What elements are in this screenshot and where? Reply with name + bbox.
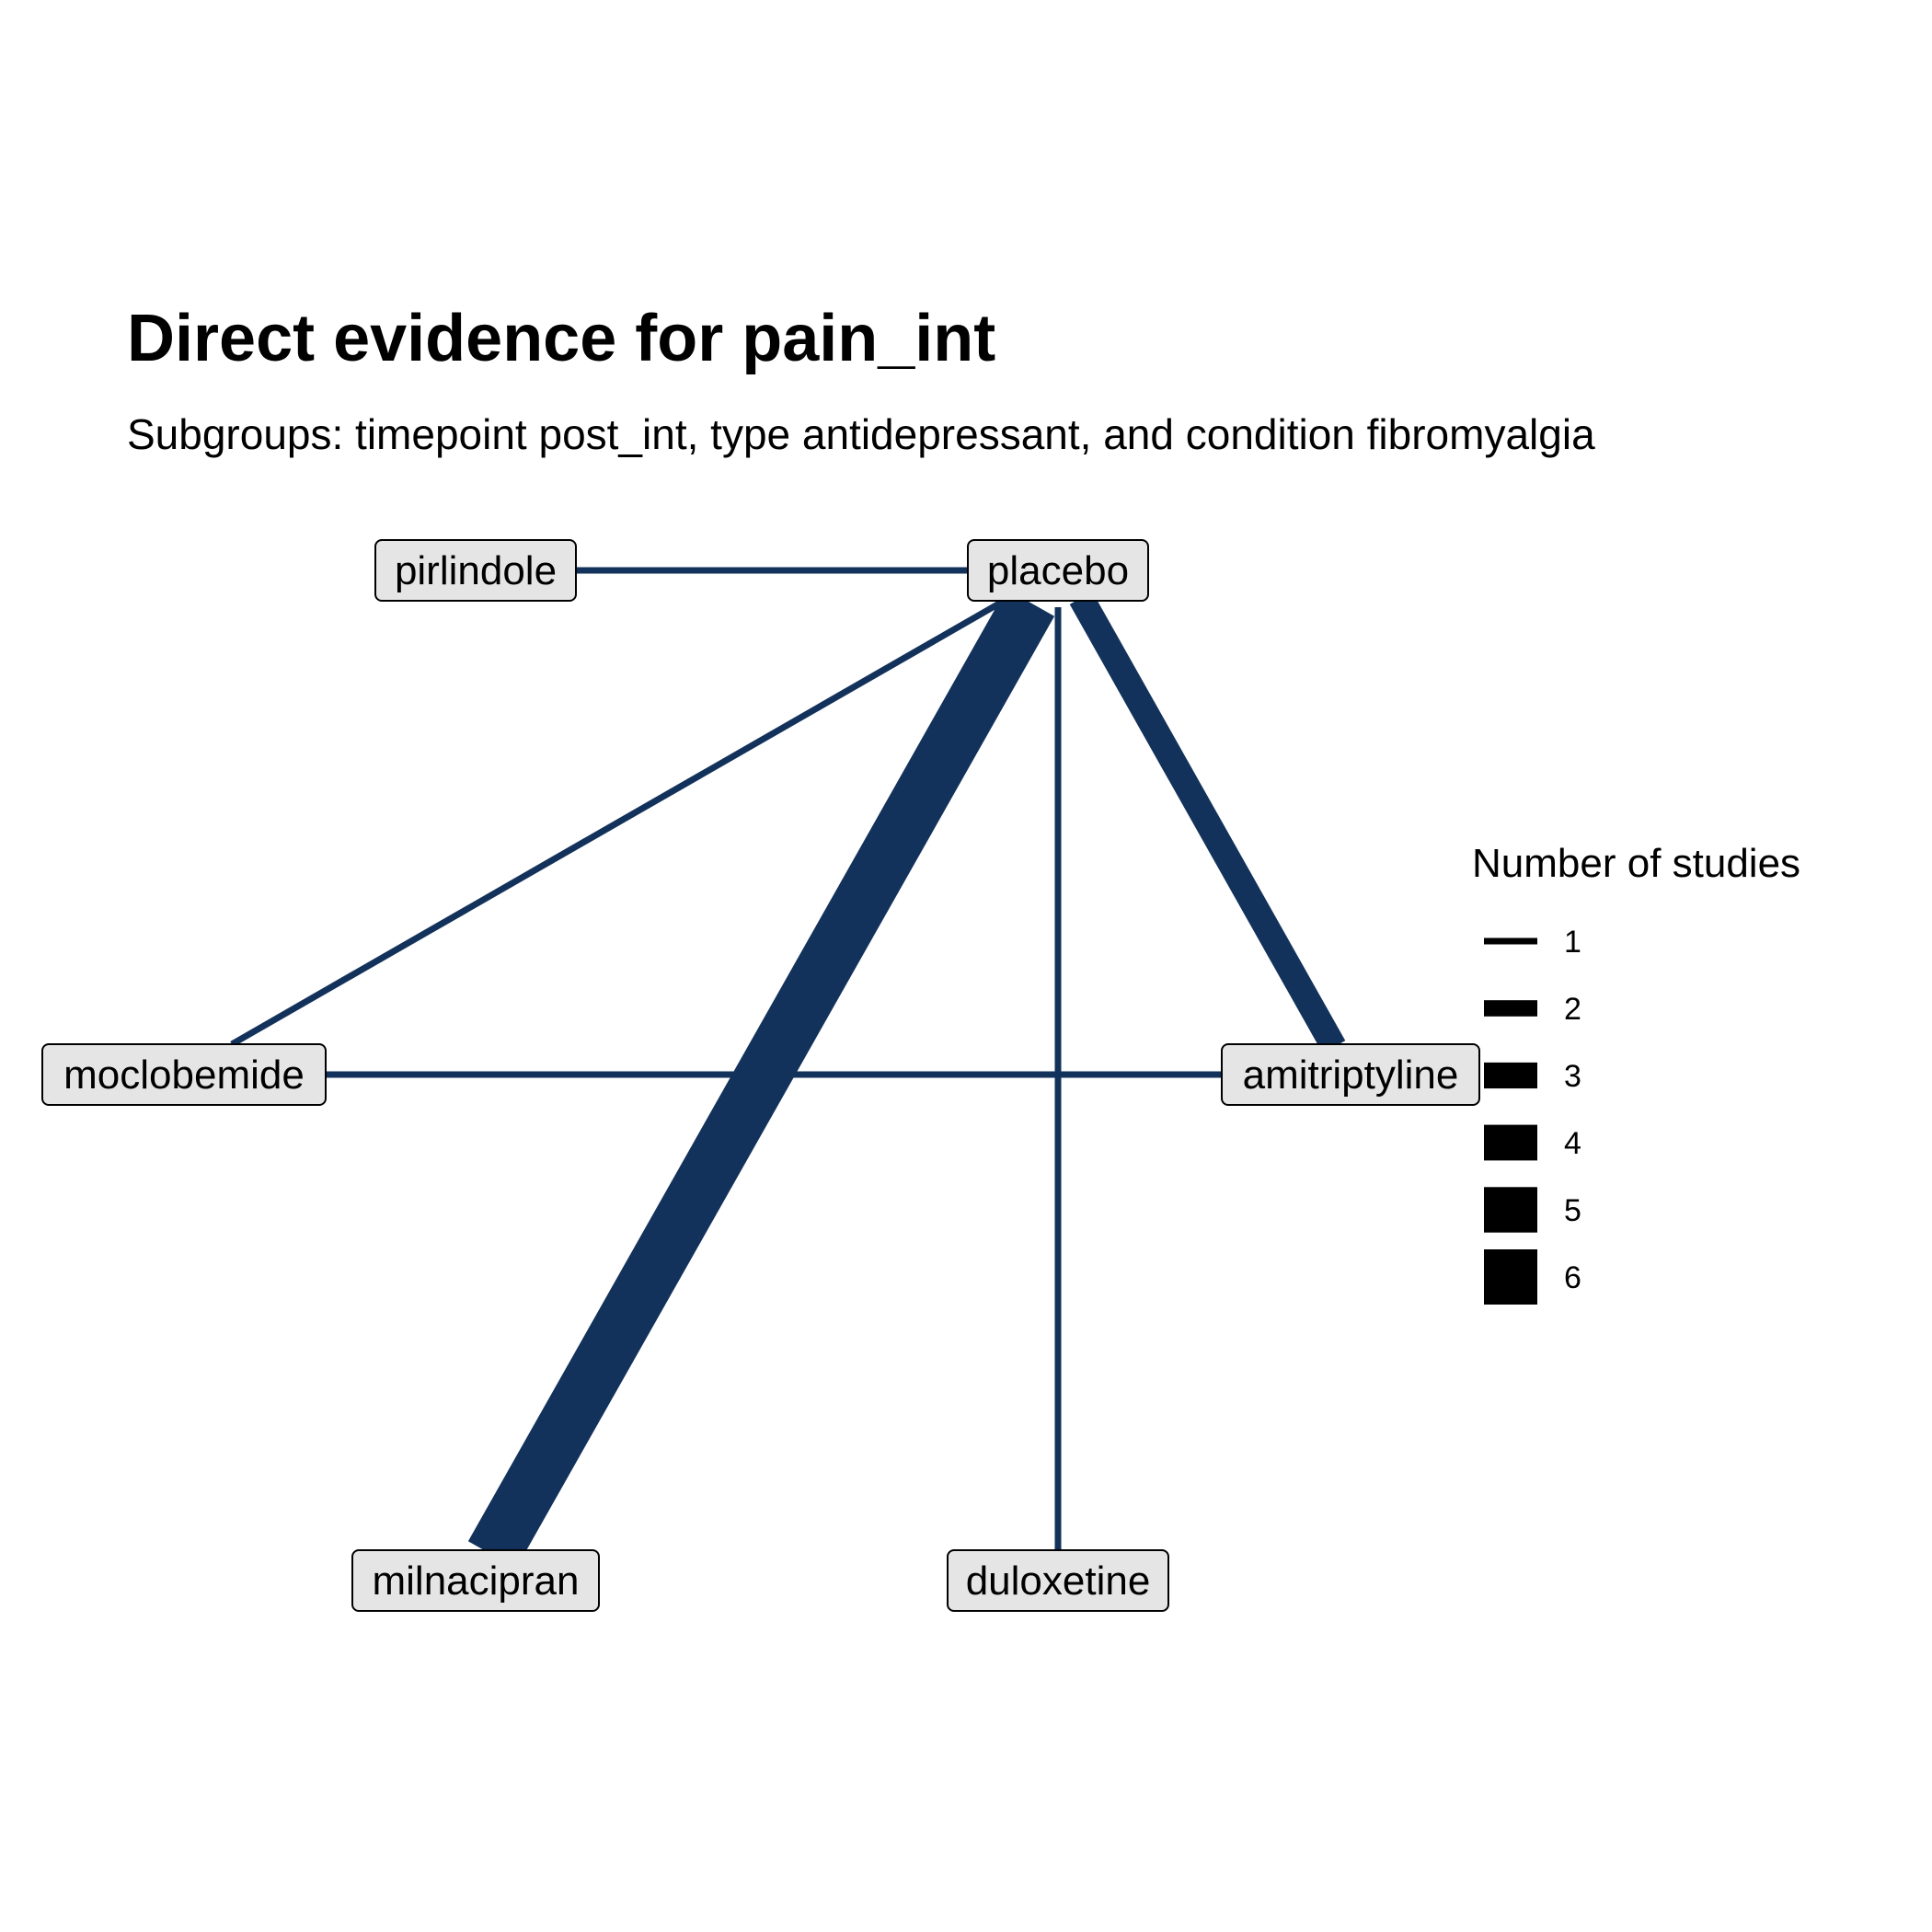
legend-label-5: 5 <box>1564 1193 1581 1228</box>
legend-label-2: 2 <box>1564 992 1581 1027</box>
diagram-title: Direct evidence for pain_int <box>127 302 995 375</box>
legend-key-3 <box>1484 1062 1537 1089</box>
legend-key-2 <box>1484 1000 1537 1017</box>
node-label-milnacipran: milnacipran <box>373 1558 580 1604</box>
node-box-moclobemide <box>41 1043 327 1106</box>
node-label-duloxetine: duloxetine <box>966 1558 1151 1604</box>
node-box-placebo <box>967 539 1149 602</box>
legend-label-4: 4 <box>1564 1126 1581 1161</box>
diagram-subtitle: Subgroups: timepoint post_int, type anti… <box>127 410 1595 458</box>
legend-key-5 <box>1484 1187 1537 1233</box>
node-box-duloxetine <box>947 1549 1169 1612</box>
legend-items: 1 2 3 4 5 6 <box>1484 925 1581 1305</box>
legend-title: Number of studies <box>1472 841 1800 886</box>
edge-moclobemide-placebo <box>230 592 1014 1048</box>
edge-milnacipran-placebo <box>467 589 1055 1569</box>
legend-label-6: 6 <box>1564 1260 1581 1295</box>
legend-key-4 <box>1484 1124 1537 1161</box>
nodes-layer: pirlindole placebo moclobemide amitriptylin… <box>41 539 1480 1612</box>
node-box-pirlindole <box>374 539 577 602</box>
legend: Number of studies 1 2 3 4 5 6 <box>1472 841 1800 1305</box>
node-label-moclobemide: moclobemide <box>63 1052 305 1098</box>
node-amitriptyline: amitriptyline <box>1221 1043 1480 1106</box>
node-duloxetine: duloxetine <box>947 1549 1169 1612</box>
edge-amitriptyline-placebo <box>1069 592 1346 1053</box>
node-moclobemide: moclobemide <box>41 1043 327 1106</box>
legend-key-6 <box>1484 1249 1537 1305</box>
node-label-placebo: placebo <box>987 548 1129 593</box>
edges-layer <box>230 567 1346 1569</box>
node-box-amitriptyline <box>1221 1043 1480 1106</box>
node-label-pirlindole: pirlindole <box>395 548 557 593</box>
node-placebo: placebo <box>967 539 1149 602</box>
node-milnacipran: milnacipran <box>351 1549 600 1612</box>
node-label-amitriptyline: amitriptyline <box>1243 1052 1459 1098</box>
node-pirlindole: pirlindole <box>374 539 577 602</box>
legend-key-1 <box>1484 937 1537 945</box>
node-box-milnacipran <box>351 1549 600 1612</box>
legend-label-1: 1 <box>1564 925 1581 960</box>
legend-label-3: 3 <box>1564 1059 1581 1094</box>
